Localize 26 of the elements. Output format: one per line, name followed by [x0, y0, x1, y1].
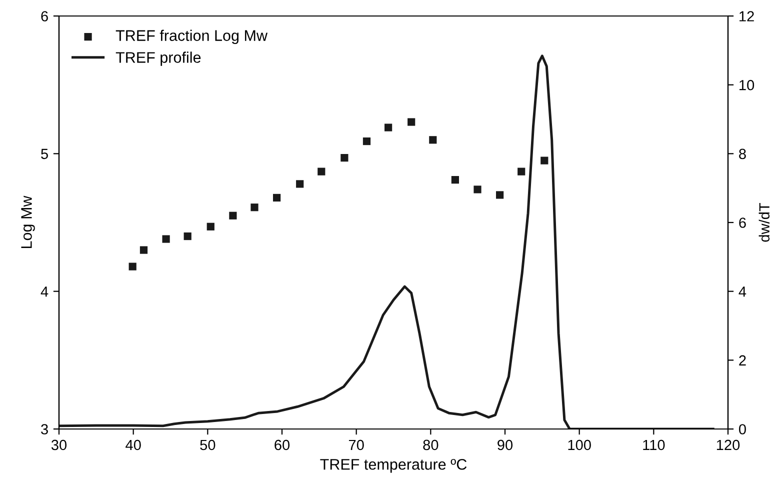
y-tick-label: 3	[41, 424, 48, 434]
x-axis-title: TREF temperature ºC	[320, 458, 467, 473]
legend-label: TREF fraction Log Mw	[116, 30, 268, 44]
y2-tick-label: 2	[739, 355, 746, 366]
y-axis-title: Log Mw	[21, 196, 35, 248]
y2-tick-label: 10	[740, 80, 754, 90]
x-tick-label: 80	[423, 440, 438, 450]
x-tick-label: 70	[348, 440, 364, 450]
x-tick-label: 50	[200, 440, 216, 450]
y2-tick-label: 8	[739, 148, 746, 160]
x-tick-label: 40	[126, 440, 141, 450]
y-tick-label: 6	[41, 11, 48, 22]
y-tick-label: 4	[40, 286, 48, 297]
x-tick-label: 120	[716, 440, 740, 450]
y2-tick-label: 12	[740, 11, 754, 22]
y2-tick-label: 6	[739, 218, 746, 228]
y2-tick-label: 4	[738, 286, 746, 297]
x-tick-label: 60	[274, 440, 290, 450]
y2-axis-title: dw/dT	[758, 202, 770, 242]
x-tick-label: 30	[51, 440, 67, 450]
x-tick-label: 110	[643, 440, 665, 450]
y-tick-label: 5	[41, 148, 48, 160]
x-tick-label: 90	[498, 440, 513, 450]
y2-tick-label: 0	[738, 424, 746, 434]
x-tick-label: 100	[568, 440, 591, 450]
legend-label: TREF profile	[116, 52, 201, 66]
